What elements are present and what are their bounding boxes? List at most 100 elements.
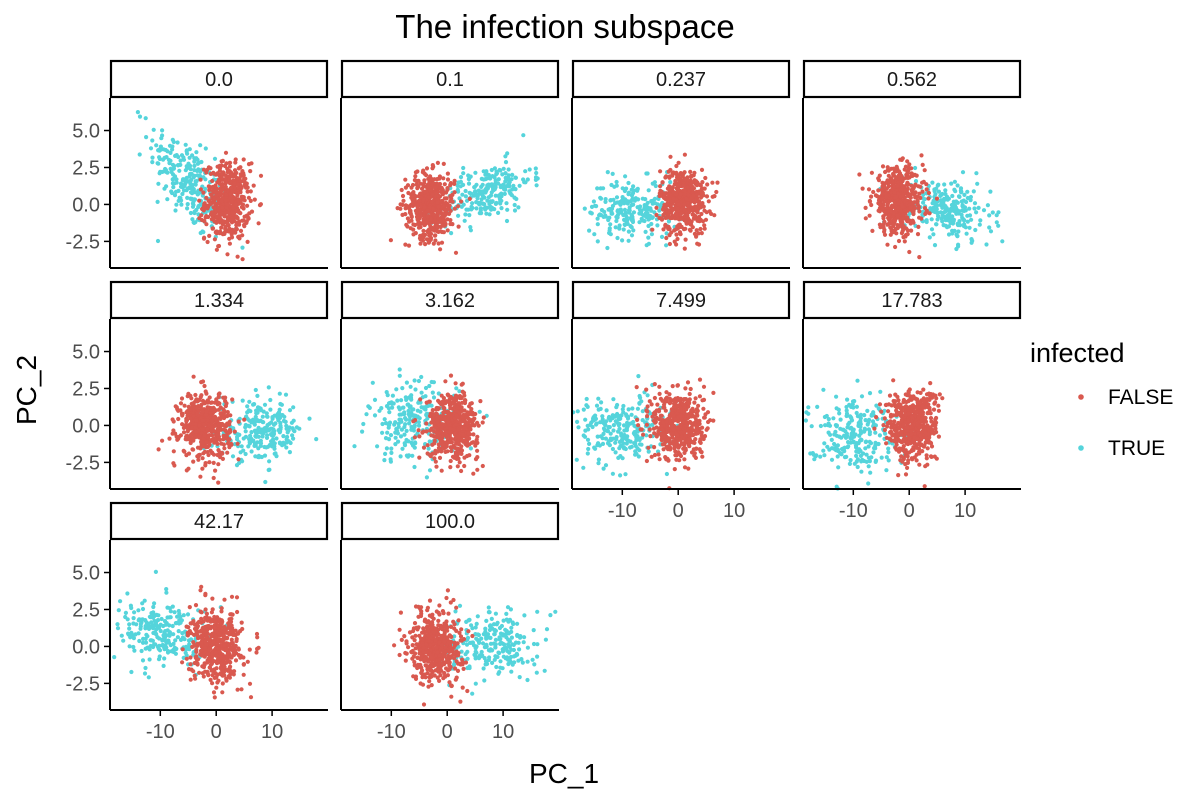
point-true xyxy=(499,206,504,211)
point-true xyxy=(407,405,412,410)
point-false xyxy=(906,168,911,173)
point-false xyxy=(889,177,894,182)
point-true xyxy=(270,441,275,446)
point-false xyxy=(417,198,422,203)
point-false xyxy=(682,202,687,207)
point-true xyxy=(606,416,611,421)
point-false xyxy=(191,374,196,379)
point-false xyxy=(655,402,660,407)
point-true xyxy=(247,399,252,404)
point-false xyxy=(441,410,446,415)
point-false xyxy=(657,384,662,389)
point-false xyxy=(232,429,237,434)
point-false xyxy=(453,381,458,386)
point-true xyxy=(402,432,407,437)
point-false xyxy=(464,415,469,420)
point-false xyxy=(697,377,703,382)
point-true xyxy=(598,196,604,201)
point-false xyxy=(171,449,176,454)
point-true xyxy=(626,407,631,412)
point-true xyxy=(449,231,454,236)
point-false xyxy=(252,197,257,202)
point-false xyxy=(229,198,234,204)
point-false xyxy=(242,417,247,422)
point-true xyxy=(291,428,296,433)
point-false xyxy=(437,181,443,187)
point-false xyxy=(481,415,486,420)
point-false xyxy=(425,184,431,189)
point-false xyxy=(257,203,263,208)
point-false xyxy=(455,446,460,451)
point-false xyxy=(221,231,226,236)
point-true xyxy=(260,419,265,425)
point-true xyxy=(492,166,497,171)
point-true xyxy=(253,414,258,419)
point-false xyxy=(464,435,470,440)
point-true xyxy=(489,207,494,212)
point-false xyxy=(669,185,674,190)
point-false xyxy=(399,187,404,193)
point-false xyxy=(432,456,437,461)
point-true xyxy=(399,398,404,403)
point-true xyxy=(492,175,497,180)
point-false xyxy=(871,189,876,195)
point-true xyxy=(403,416,408,421)
point-false xyxy=(679,211,684,216)
point-false xyxy=(430,199,435,204)
point-true xyxy=(468,225,473,230)
point-false xyxy=(915,232,921,237)
scatter-points xyxy=(582,152,720,251)
point-false xyxy=(215,452,220,457)
point-true xyxy=(249,430,254,435)
point-true xyxy=(464,207,469,212)
point-true xyxy=(404,428,409,433)
point-false xyxy=(446,420,451,425)
point-true xyxy=(485,198,490,203)
point-true xyxy=(480,182,485,187)
point-false xyxy=(922,168,927,173)
point-true xyxy=(957,194,962,199)
point-true xyxy=(646,235,651,240)
point-true xyxy=(276,410,282,415)
point-false xyxy=(416,428,421,433)
point-true xyxy=(646,241,652,246)
point-true xyxy=(496,210,501,215)
point-false xyxy=(245,203,250,208)
point-false xyxy=(425,208,431,213)
point-true xyxy=(601,466,606,471)
point-true xyxy=(994,220,999,225)
point-false xyxy=(438,439,444,444)
point-true xyxy=(283,392,289,397)
point-true xyxy=(614,437,619,442)
point-false xyxy=(455,464,460,469)
point-true xyxy=(962,192,967,197)
point-false xyxy=(900,220,905,225)
point-false xyxy=(685,380,691,385)
point-false xyxy=(211,171,217,176)
point-true xyxy=(533,166,538,171)
point-true xyxy=(489,167,494,173)
point-true xyxy=(513,187,518,192)
point-true xyxy=(170,162,175,167)
point-true xyxy=(157,155,162,160)
point-true xyxy=(473,170,478,175)
point-true xyxy=(630,216,635,221)
point-false xyxy=(448,426,453,431)
point-true xyxy=(649,232,655,237)
point-false xyxy=(667,241,673,247)
point-true xyxy=(408,384,413,389)
point-false xyxy=(873,193,879,198)
point-false xyxy=(475,467,480,472)
point-false xyxy=(676,173,682,178)
point-true xyxy=(137,152,142,157)
point-false xyxy=(433,451,438,456)
point-false xyxy=(202,449,207,454)
point-false xyxy=(457,394,463,399)
point-true xyxy=(372,413,378,418)
point-false xyxy=(415,169,420,174)
point-true xyxy=(932,209,937,214)
point-false xyxy=(211,460,216,465)
point-true xyxy=(495,181,501,186)
point-true xyxy=(974,210,979,215)
point-false xyxy=(238,178,243,183)
